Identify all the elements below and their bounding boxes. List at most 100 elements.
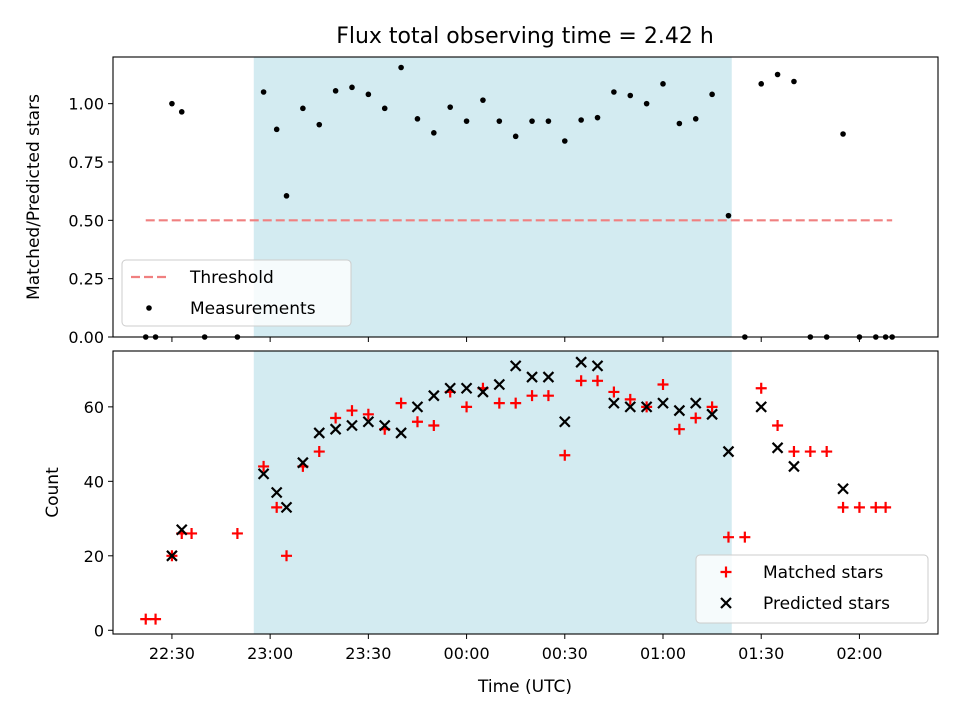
legend-box <box>121 259 352 327</box>
measurement-point <box>807 334 814 340</box>
measurement-point <box>889 334 895 340</box>
measurement-point <box>791 78 797 85</box>
legend-box <box>695 554 929 624</box>
matched-star-point <box>755 382 767 394</box>
predicted-star-point <box>591 360 604 372</box>
top-panel: 0.00 0.25 0.50 0.75 1.00 Matched/Predicted st… <box>24 56 939 347</box>
matched-star-point <box>140 613 152 625</box>
predicted-star-point <box>640 401 653 413</box>
observing-window-shade <box>253 351 732 634</box>
legend-matched-label: Matched stars <box>763 563 883 583</box>
predicted-star-point <box>837 482 849 495</box>
matched-star-point <box>346 405 358 417</box>
predicted-star-point <box>477 386 489 398</box>
x-tick-label: 00:00 <box>444 644 490 663</box>
measurement-point <box>774 71 781 78</box>
legend-predicted-swatch <box>720 597 732 609</box>
predicted-star-point <box>378 419 391 432</box>
predicted-star-point <box>329 423 342 435</box>
measurement-point <box>365 91 372 98</box>
bottom-panel: 0 20 40 60 22:30 23:00 23:30 00:00 00:30 01:00 01:… <box>43 350 939 663</box>
measurement-point <box>660 81 666 87</box>
predicted-star-point <box>175 523 188 536</box>
matched-star-point <box>362 408 374 420</box>
predicted-star-point <box>542 371 555 383</box>
predicted-star-point <box>411 401 424 413</box>
matched-star-point <box>559 449 571 461</box>
predicted-star-point <box>706 408 718 421</box>
measurement-point <box>840 131 846 137</box>
matched-star-point <box>870 501 882 513</box>
measurement-point <box>692 116 699 122</box>
matched-star-point <box>395 397 407 409</box>
measurement-point <box>882 334 889 340</box>
predicted-star-point <box>280 501 293 514</box>
measurement-point <box>273 126 280 133</box>
y-tick-label: 60 <box>84 398 104 417</box>
measurement-point <box>178 109 185 115</box>
matched-star-point <box>575 375 587 387</box>
predicted-star-point <box>428 389 440 402</box>
matched-star-point <box>231 527 243 539</box>
matched-star-point <box>821 446 833 458</box>
predicted-star-point <box>526 371 538 383</box>
axes-frame <box>112 56 939 338</box>
predicted-star-point <box>346 419 358 432</box>
predicted-star-point <box>444 382 456 395</box>
measurement-point <box>201 334 208 340</box>
predicted-star-point <box>509 360 522 372</box>
y-tick-label: 0.50 <box>68 211 104 230</box>
predicted-star-point <box>460 382 473 395</box>
measurement-point <box>758 81 765 87</box>
matched-star-point <box>624 393 636 405</box>
figure-title: Flux total observing time = 2.42 h <box>336 24 714 49</box>
measurement-point <box>447 104 454 110</box>
measurement-point <box>725 212 732 219</box>
predicted-star-point <box>493 378 506 391</box>
x-tick-label: 00:30 <box>542 644 588 663</box>
matched-star-point <box>608 386 620 398</box>
measurement-point <box>463 118 470 124</box>
measurement-point <box>823 334 830 340</box>
measurement-point <box>676 120 683 127</box>
measurement-point <box>529 118 535 124</box>
measurement-point <box>283 193 290 199</box>
matched-star-point <box>788 446 800 458</box>
predicted-star-point <box>788 460 800 473</box>
measurement-point <box>627 92 634 99</box>
predicted-star-point <box>297 456 309 469</box>
y-tick-label: 40 <box>84 472 104 491</box>
measurement-point <box>611 89 617 95</box>
measurement-point <box>300 105 306 112</box>
x-tick-label: 02:00 <box>836 644 882 663</box>
predicted-star-point <box>166 550 178 562</box>
matched-star-point <box>411 416 423 428</box>
predicted-star-point <box>270 486 283 499</box>
matched-star-point <box>510 397 522 409</box>
predicted-star-point <box>257 468 270 480</box>
measurement-point <box>169 100 175 107</box>
measurement-point <box>414 116 421 122</box>
measurement-point <box>398 64 404 71</box>
measurement-point <box>643 100 650 107</box>
measurement-point <box>512 133 519 140</box>
predicted-star-point <box>755 401 767 413</box>
measurement-point <box>709 91 715 98</box>
legend-measurements-label: Measurements <box>190 299 316 319</box>
measurement-point <box>152 334 159 340</box>
measurement-point <box>431 130 437 136</box>
x-tick-label: 01:30 <box>738 644 784 663</box>
x-tick-label: 23:00 <box>247 644 293 663</box>
measurement-point <box>742 334 748 340</box>
y-tick-label: 20 <box>84 547 104 566</box>
matched-star-point <box>739 531 751 543</box>
measurement-point <box>316 121 323 128</box>
measurement-point <box>872 334 879 340</box>
x-tick-label: 23:30 <box>345 644 391 663</box>
matched-star-point <box>657 379 669 391</box>
predicted-star-point <box>395 427 407 439</box>
measurement-point <box>496 118 503 124</box>
matched-star-point <box>804 446 816 458</box>
predicted-star-point <box>624 401 637 413</box>
